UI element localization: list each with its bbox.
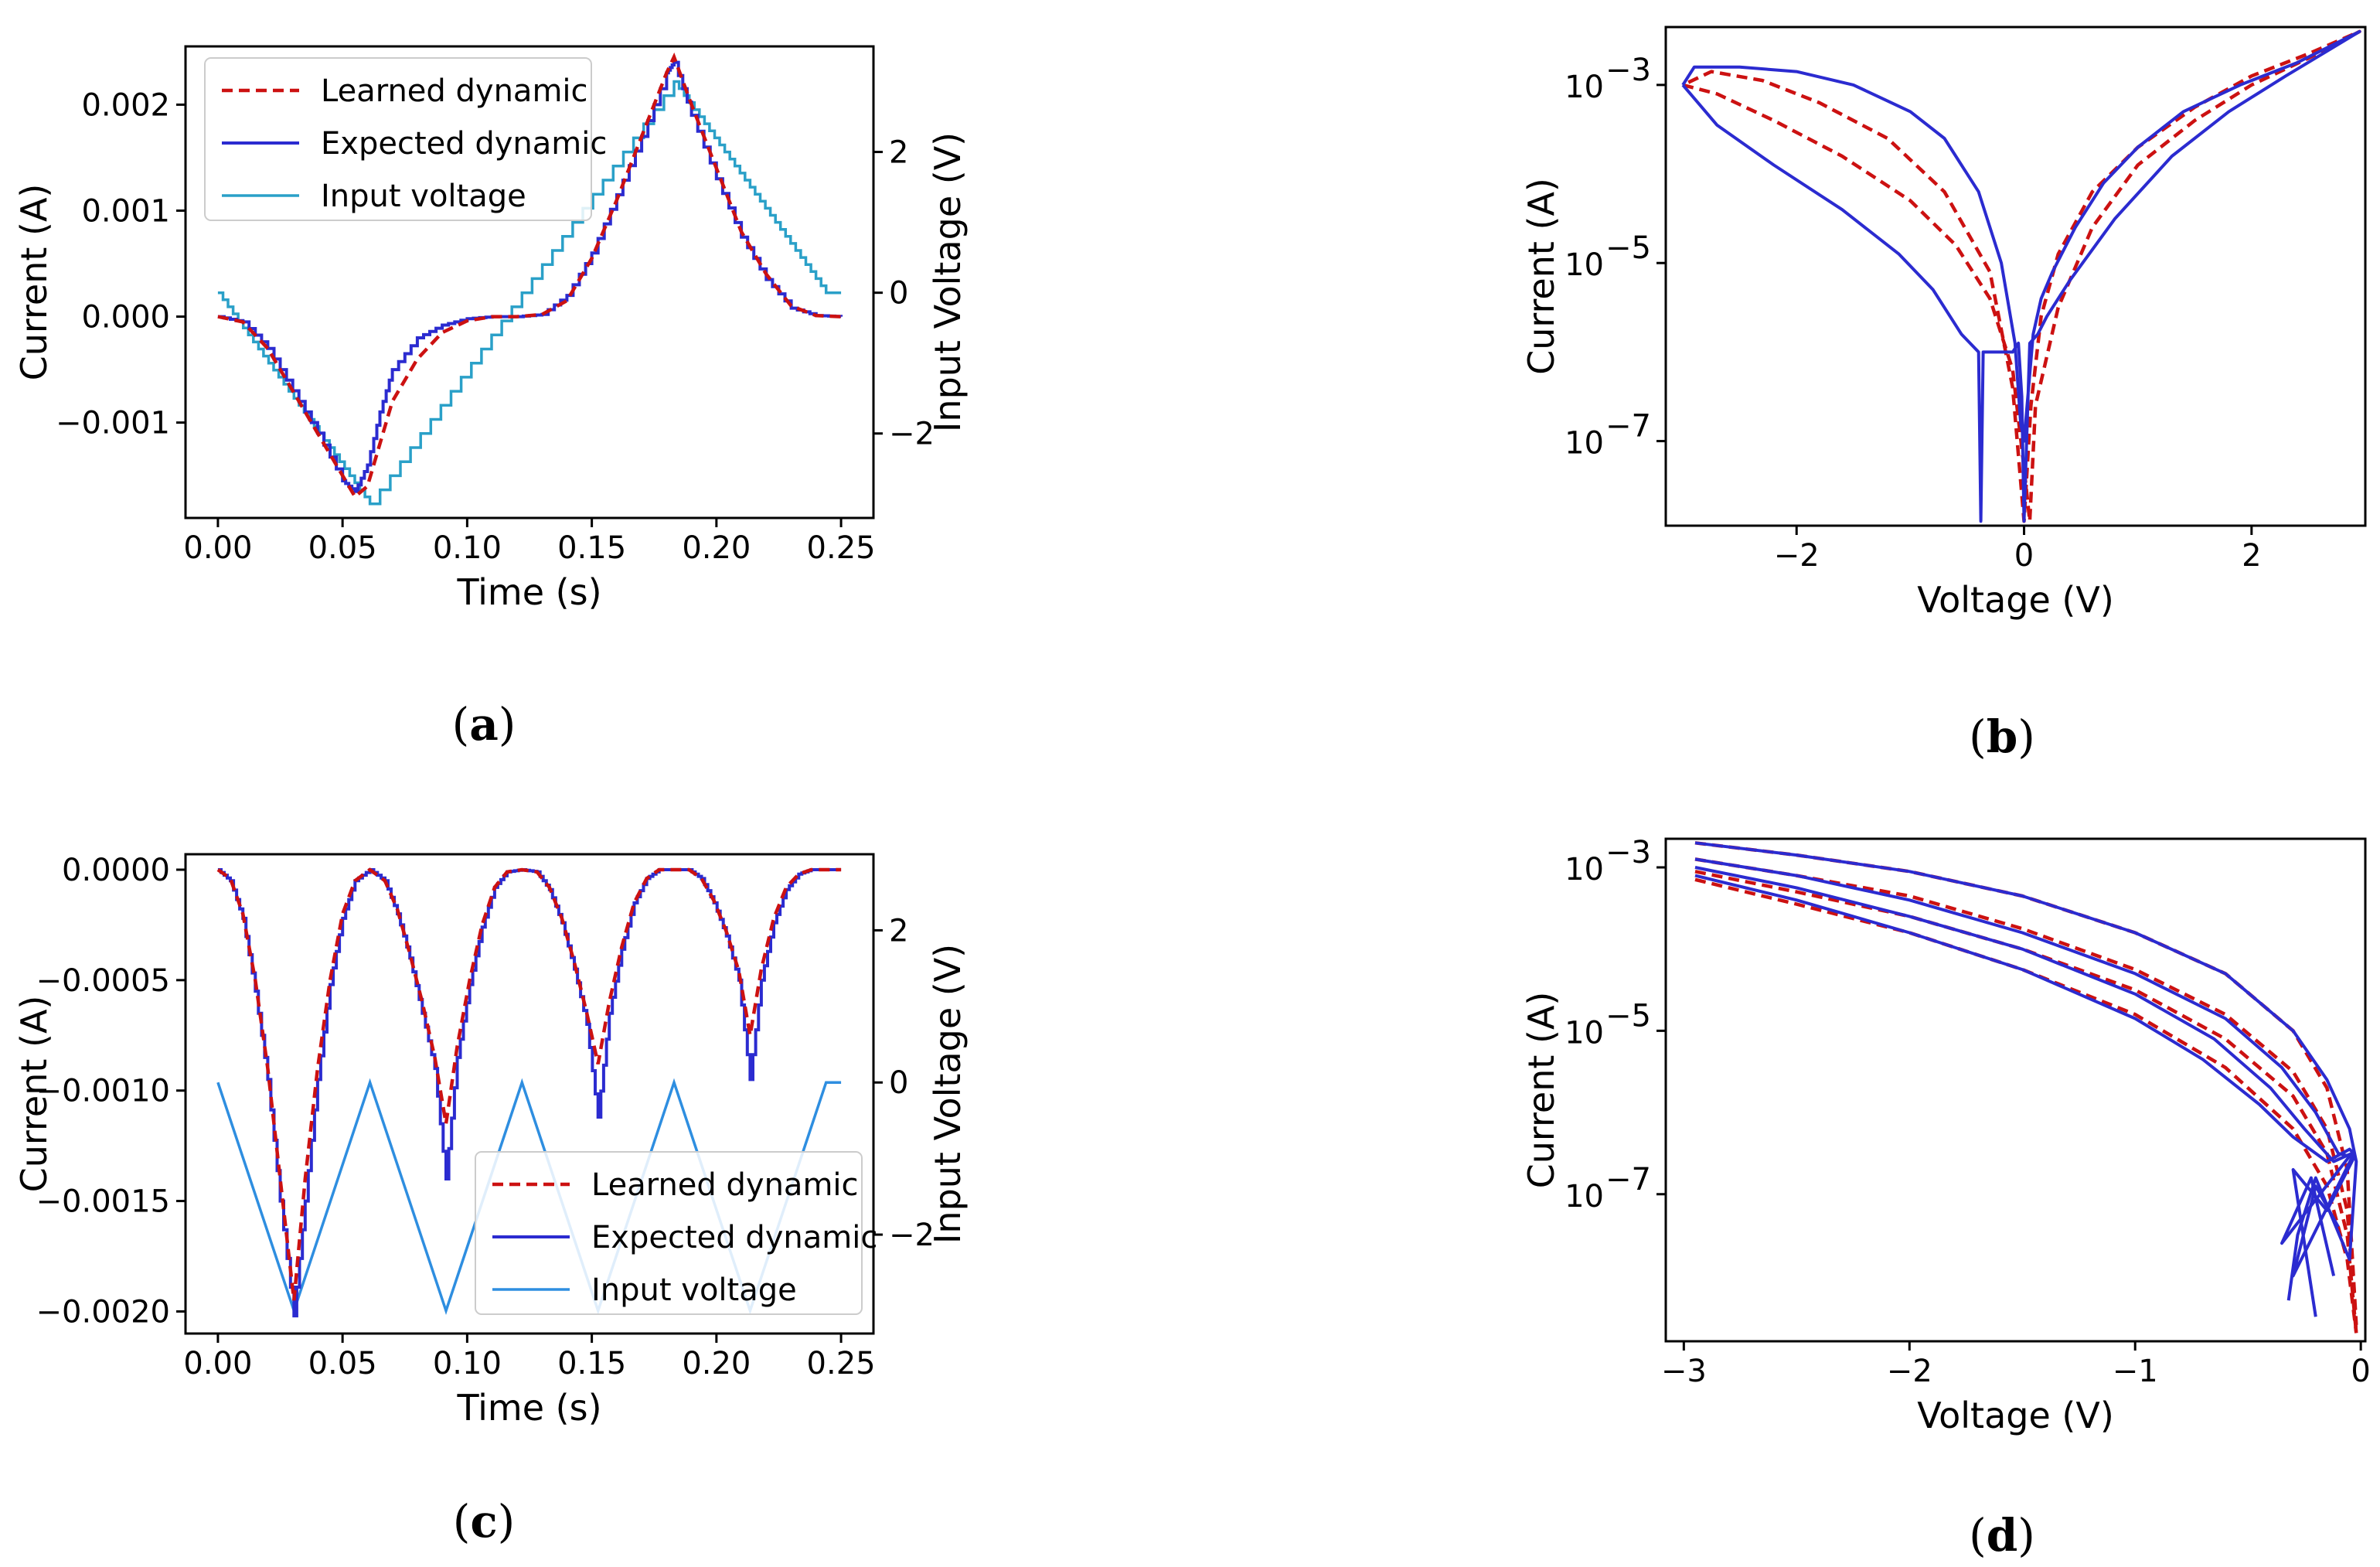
panel-a-y2tick-label: 2 [889, 135, 908, 171]
panel-c-ytick-label: 0.0000 [62, 853, 170, 888]
panel-a-xlabel: Time (s) [456, 571, 601, 613]
panel-a-legend-label: Expected dynamic [321, 126, 607, 162]
panel-a-ytick-label: 0.000 [81, 300, 170, 336]
panel-d-ytick-label: 10 [1565, 1015, 1604, 1051]
panel-d-plot-area [1694, 841, 2358, 1334]
panel-c-ytick-label: −0.0010 [36, 1074, 170, 1109]
panel-b-ytick-label: 10 [1565, 426, 1604, 462]
panel-a-legend-label: Input voltage [321, 179, 526, 214]
panel-c-ytick-label: −0.0015 [36, 1184, 170, 1220]
panel-a-legend-label: Learned dynamic [321, 73, 588, 109]
panel-a-ytick-label: −0.001 [56, 406, 170, 441]
panel-d-ylabel: Current (A) [1520, 992, 1562, 1189]
panel-a-y2label: Input Voltage (V) [927, 132, 969, 432]
panel-b-ytick-label: 10 [1565, 70, 1604, 105]
panel-c-y2tick-label: −2 [889, 1218, 935, 1253]
panel-c-y2tick-label: 2 [889, 913, 908, 949]
panel-c-series-expected-dynamic [217, 868, 842, 1318]
panel-d-series-learned-dynamic-cycle-2 [1694, 857, 2358, 1334]
panel-b-series-expected-dynamic [1681, 29, 2361, 523]
panel-d-series-learned-dynamic-cycle-3 [1694, 870, 2358, 1334]
panel-b-ylabel: Current (A) [1520, 178, 1562, 375]
panel-b-caption: (b) [1969, 710, 2035, 763]
panel-b-plot-area [1681, 29, 2361, 523]
panel-d-axes-frame [1664, 837, 2367, 1343]
panel-d-series-expected-dynamic-cycle-3 [1694, 866, 2354, 1276]
panel-c-legend-box [475, 1151, 863, 1315]
panel-d-xlabel: Voltage (V) [1917, 1395, 2114, 1436]
panel-a: 0.00 0.05 0.10 0.15 0.20 0.25 −0.001 0.000 0.001… [13, 45, 969, 613]
panel-a-legend: Learned dynamic Expected dynamic Input vol… [204, 57, 607, 221]
panel-d-xtick-label: −1 [2113, 1354, 2158, 1389]
panel-c-xtick-label: 0.00 [183, 1346, 252, 1381]
panel-b-ytick-label: 10 [1565, 247, 1604, 283]
panel-a-xtick-label: 0.15 [557, 530, 626, 566]
panel-c-legend: Learned dynamic Expected dynamic Input vol… [475, 1151, 877, 1315]
panel-a-y2tick-label: 0 [889, 276, 908, 312]
panel-b-axes-frame [1664, 26, 2367, 527]
panel-d-ytick-label: 10 [1565, 852, 1604, 887]
panel-d-xtick-label: −2 [1887, 1354, 1932, 1389]
panel-c-caption: (c) [453, 1495, 516, 1548]
panel-c-axes-frame [184, 853, 875, 1335]
panel-d-xtick-label: 0 [2351, 1354, 2370, 1389]
panel-d-ytick-exponent: −5 [1605, 998, 1651, 1034]
panel-c-xtick-label: 0.25 [807, 1346, 876, 1381]
panel-c-xtick-label: 0.10 [433, 1346, 502, 1381]
panel-b-xtick-label: −2 [1774, 538, 1820, 574]
panel-a-xtick-label: 0.10 [433, 530, 502, 566]
panel-c-ytick-label: −0.0020 [36, 1294, 170, 1330]
panel-a-xtick-label: 0.20 [682, 530, 751, 566]
panel-b-xtick-label: 2 [2242, 538, 2261, 574]
panel-a-legend-box [204, 57, 592, 221]
panel-c-xtick-label: 0.15 [557, 1346, 626, 1381]
panel-c-xtick-label: 0.20 [682, 1346, 751, 1381]
panel-b-xlabel: Voltage (V) [1917, 579, 2114, 621]
panel-a-xtick-label: 0.00 [183, 530, 252, 566]
panel-c-y2label: Input Voltage (V) [927, 944, 969, 1244]
panel-d-ytick-label: 10 [1565, 1179, 1604, 1214]
panel-a-series-learned-dynamic [217, 52, 842, 500]
panel-b-ytick-exponent: −5 [1605, 230, 1651, 266]
panel-d-caption: (d) [1969, 1509, 2035, 1562]
panel-d-series-learned-dynamic-cycle-4 [1694, 877, 2358, 1334]
panel-a-axes-frame [184, 45, 875, 519]
panel-c: 0.00 0.05 0.10 0.15 0.20 0.25 −0.0020 −0.0015 −0… [13, 853, 969, 1429]
panel-c-ytick-label: −0.0005 [36, 963, 170, 999]
panel-c-xtick-label: 0.05 [308, 1346, 377, 1381]
panel-a-xtick-label: 0.05 [308, 530, 377, 566]
panel-d-ytick-exponent: −3 [1605, 835, 1651, 870]
panel-c-y2tick-label: 0 [889, 1065, 908, 1101]
panel-b-ytick-exponent: −7 [1605, 409, 1651, 445]
panel-a-y2tick-label: −2 [889, 417, 935, 452]
panel-b-xtick-label: 0 [2014, 538, 2034, 574]
panel-a-caption: (a) [452, 698, 516, 751]
panel-c-legend-label: Input voltage [591, 1272, 797, 1308]
panel-c-legend-label: Learned dynamic [591, 1167, 859, 1203]
panel-a-ytick-label: 0.001 [81, 193, 170, 229]
panel-c-ylabel: Current (A) [13, 996, 55, 1193]
panel-d-series-expected-dynamic-cycle-4 [1694, 874, 2356, 1278]
panel-b-ytick-exponent: −3 [1605, 53, 1651, 88]
panel-c-series-learned-dynamic [216, 867, 842, 1301]
panel-c-xlabel: Time (s) [456, 1387, 601, 1429]
panel-d-xtick-label: −3 [1661, 1354, 1707, 1389]
panel-c-legend-label: Expected dynamic [591, 1220, 877, 1255]
panel-a-ylabel: Current (A) [13, 184, 55, 381]
panel-a-xtick-label: 0.25 [807, 530, 876, 566]
panel-d-ytick-exponent: −7 [1605, 1162, 1651, 1197]
panel-a-ytick-label: 0.002 [81, 87, 170, 123]
